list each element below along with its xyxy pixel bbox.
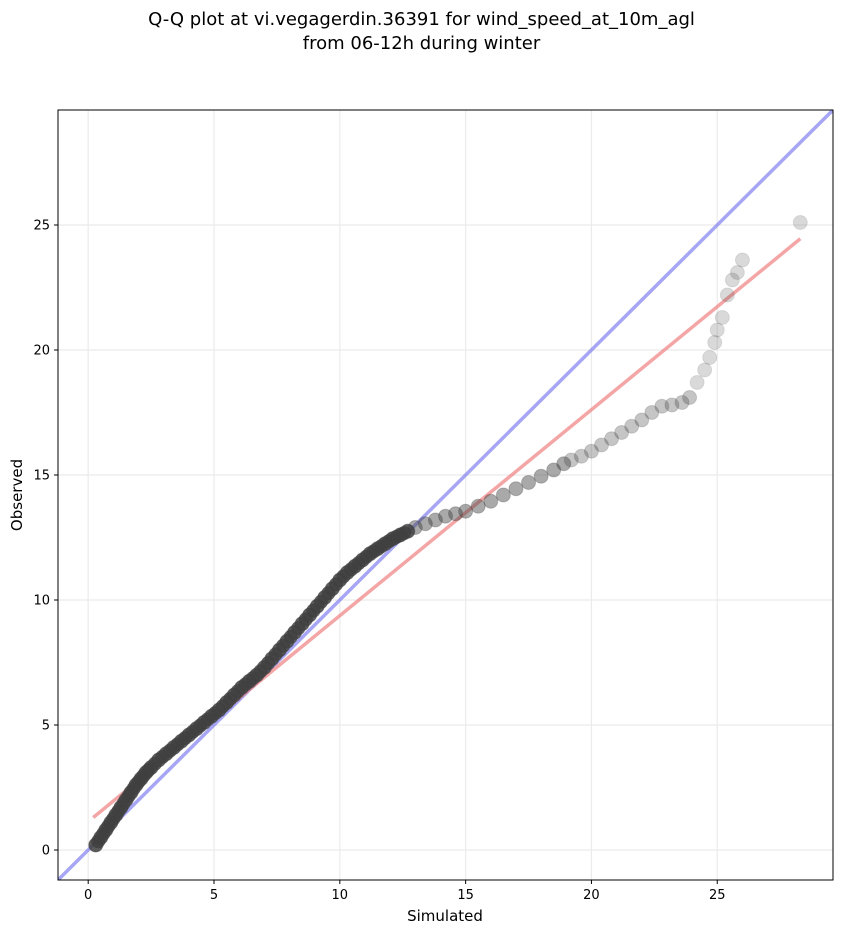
y-tick-label: 5 bbox=[42, 719, 50, 734]
quantile-point bbox=[682, 390, 698, 405]
quantile-point bbox=[546, 462, 562, 478]
x-axis-label: Simulated bbox=[407, 907, 483, 925]
quantile-point bbox=[702, 350, 718, 365]
quantile-point bbox=[458, 503, 474, 519]
quantile-point bbox=[689, 375, 705, 390]
grid-lines bbox=[58, 110, 833, 880]
quantile-point bbox=[697, 362, 713, 378]
quantile-points bbox=[88, 215, 808, 853]
x-tick-label: 10 bbox=[332, 888, 349, 903]
y-tick-label: 15 bbox=[33, 469, 50, 484]
y-tick-label: 0 bbox=[42, 844, 50, 859]
quantile-point bbox=[417, 516, 433, 532]
quantile-point bbox=[521, 475, 537, 490]
chart-title-line-1: Q-Q plot at vi.vegagerdin.36391 for wind… bbox=[148, 9, 695, 30]
quantile-point bbox=[563, 452, 579, 468]
quantile-point bbox=[624, 418, 640, 434]
y-axis-label: Observed bbox=[8, 459, 26, 531]
y-tick-label: 20 bbox=[33, 344, 50, 359]
quantile-point bbox=[533, 468, 549, 484]
quantile-point bbox=[583, 443, 599, 459]
quantile-point bbox=[709, 322, 725, 338]
chart-title-line-2: from 06-12h during winter bbox=[302, 33, 541, 54]
quantile-point bbox=[634, 412, 650, 428]
quantile-point bbox=[495, 487, 511, 503]
quantile-point bbox=[714, 310, 730, 325]
quantile-point bbox=[508, 481, 524, 497]
quantile-point bbox=[792, 215, 808, 230]
chart-title: Q-Q plot at vi.vegagerdin.36391 for wind… bbox=[0, 8, 843, 56]
y-tick-label: 25 bbox=[33, 219, 50, 234]
identity-line bbox=[58, 110, 833, 880]
quantile-point bbox=[724, 272, 740, 288]
x-tick-label: 25 bbox=[709, 888, 726, 903]
quantile-point bbox=[483, 493, 499, 509]
x-tick-label: 15 bbox=[457, 888, 474, 903]
quantile-point bbox=[594, 437, 610, 453]
y-tick-label: 10 bbox=[33, 594, 50, 609]
quantile-point bbox=[644, 405, 660, 420]
x-tick-label: 5 bbox=[210, 888, 218, 903]
quantile-point bbox=[674, 395, 690, 410]
x-tick-label: 20 bbox=[583, 888, 600, 903]
quantile-point bbox=[729, 265, 745, 280]
quantile-point bbox=[438, 508, 453, 524]
quantile-point bbox=[470, 498, 486, 514]
quantile-point bbox=[664, 397, 680, 413]
quantile-point bbox=[573, 448, 589, 464]
quantile-point bbox=[604, 431, 620, 447]
quantile-point bbox=[448, 506, 464, 522]
quantile-point bbox=[719, 287, 735, 303]
quantile-point bbox=[654, 398, 670, 414]
axis-ticks: 0 5 10 15 20 25 0 5 10 15 20 25 bbox=[33, 219, 725, 904]
x-tick-label: 0 bbox=[84, 888, 92, 903]
quantile-point bbox=[556, 456, 572, 472]
quantile-point bbox=[407, 520, 423, 535]
quantile-point bbox=[614, 425, 630, 440]
quantile-point bbox=[400, 523, 416, 539]
plot-frame bbox=[57, 109, 834, 881]
quantile-point bbox=[734, 252, 750, 268]
quantile-point bbox=[707, 335, 723, 350]
quantile-point bbox=[427, 512, 443, 528]
